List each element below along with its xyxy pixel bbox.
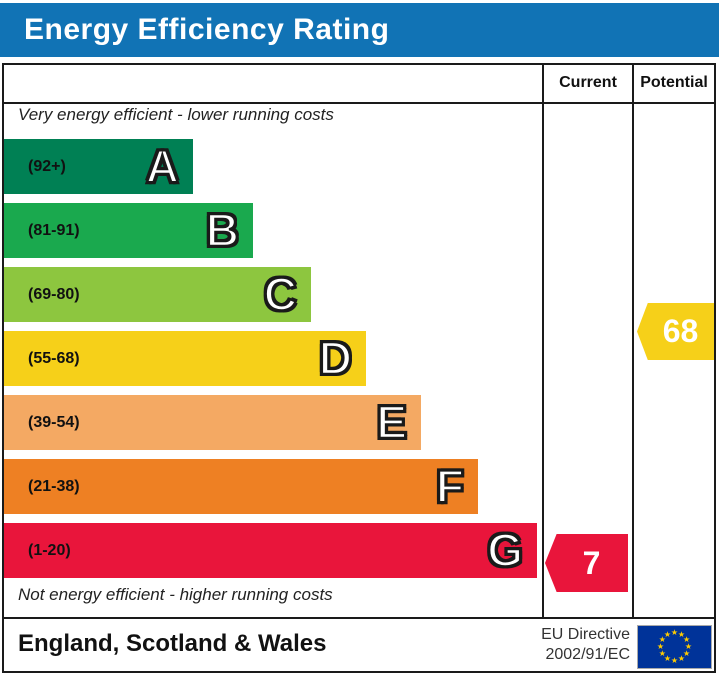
band-c: (69-80) C bbox=[4, 267, 311, 322]
band-f-letter: F bbox=[435, 459, 466, 514]
current-value: 7 bbox=[582, 544, 601, 581]
eu-directive-line1: EU Directive bbox=[541, 626, 630, 643]
page-title: Energy Efficiency Rating bbox=[24, 13, 390, 46]
band-c-letter: C bbox=[263, 267, 299, 322]
column-divider-potential bbox=[632, 65, 634, 619]
note-very-efficient: Very energy efficient - lower running co… bbox=[18, 105, 334, 124]
header-divider bbox=[4, 102, 714, 104]
band-d: (55-68) D bbox=[4, 331, 366, 386]
band-a-range: (92+) bbox=[28, 157, 66, 175]
title-bar: Energy Efficiency Rating bbox=[0, 3, 719, 57]
eu-directive-label: EU Directive 2002/91/EC bbox=[541, 625, 630, 665]
band-f-range: (21-38) bbox=[28, 477, 80, 495]
eu-flag-star: ★ bbox=[670, 656, 679, 665]
rating-table: Current Potential Very energy efficient … bbox=[2, 63, 716, 673]
column-divider-current bbox=[542, 65, 544, 619]
eu-flag-star: ★ bbox=[663, 629, 672, 639]
band-d-letter: D bbox=[318, 331, 354, 386]
eu-flag-star: ★ bbox=[670, 628, 679, 637]
band-g-range: (1-20) bbox=[28, 541, 71, 559]
column-header-current: Current bbox=[559, 74, 617, 91]
band-a-letter: A bbox=[145, 139, 181, 194]
band-f: (21-38) F bbox=[4, 459, 478, 514]
band-a: (92+) A bbox=[4, 139, 193, 194]
band-e: (39-54) E bbox=[4, 395, 421, 450]
eu-flag-star: ★ bbox=[663, 654, 672, 664]
eu-flag-star: ★ bbox=[656, 642, 665, 651]
band-e-letter: E bbox=[375, 395, 408, 450]
eu-flag-icon: ★ ★ ★ ★ ★ ★ ★ ★ ★ ★ ★ ★ bbox=[637, 625, 712, 669]
current-marker: 7 bbox=[545, 534, 628, 592]
column-header-potential: Potential bbox=[640, 74, 708, 91]
band-b-letter: B bbox=[205, 203, 241, 258]
potential-value: 68 bbox=[662, 313, 699, 349]
band-b: (81-91) B bbox=[4, 203, 253, 258]
eu-flag-star: ★ bbox=[683, 635, 691, 644]
note-not-efficient: Not energy efficient - higher running co… bbox=[18, 585, 333, 604]
band-b-range: (81-91) bbox=[28, 221, 80, 239]
band-d-range: (55-68) bbox=[28, 349, 80, 367]
band-g-letter: G bbox=[486, 523, 524, 578]
footer-divider bbox=[4, 617, 714, 619]
eu-flag-star: ★ bbox=[684, 642, 693, 651]
potential-marker: 68 bbox=[637, 303, 714, 360]
band-e-range: (39-54) bbox=[28, 413, 80, 431]
eu-flag-star: ★ bbox=[677, 629, 686, 639]
eu-directive-line2: 2002/91/EC bbox=[545, 646, 630, 663]
region-label: England, Scotland & Wales bbox=[18, 630, 327, 657]
band-c-range: (69-80) bbox=[28, 285, 80, 303]
eu-flag-star: ★ bbox=[658, 649, 666, 658]
band-g: (1-20) G bbox=[4, 523, 537, 578]
eu-flag-star: ★ bbox=[683, 649, 691, 658]
eu-flag-star: ★ bbox=[658, 635, 666, 644]
eu-flag-star: ★ bbox=[677, 654, 686, 664]
